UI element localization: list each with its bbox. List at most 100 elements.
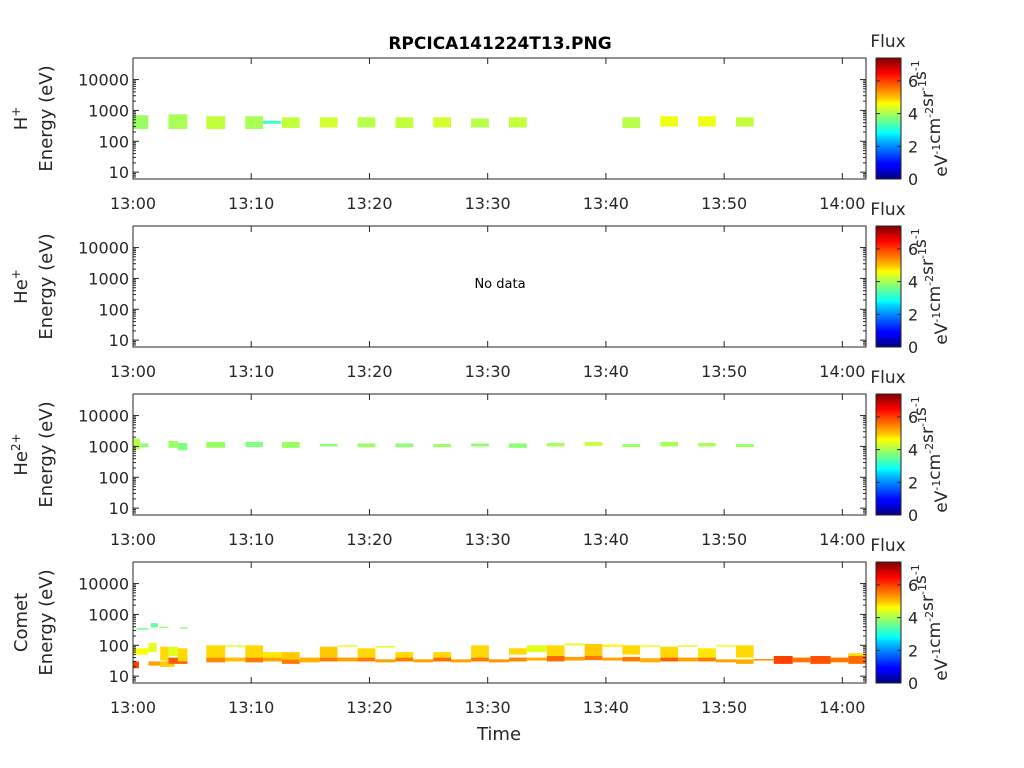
colorbar-units: eV-1cm-2sr-1s-1	[909, 228, 952, 345]
y-tick-label: 10000	[78, 71, 129, 90]
x-tick-label: 13:10	[228, 362, 274, 381]
flux-cell	[177, 648, 188, 662]
flux-cell	[150, 623, 158, 628]
y-tick-label: 10	[109, 667, 129, 686]
x-tick-label: 13:30	[465, 362, 511, 381]
y-axis-label: Energy (eV)	[36, 65, 57, 171]
flux-cell	[584, 441, 603, 446]
x-tick-label: 13:50	[701, 530, 747, 549]
flux-cell	[263, 657, 282, 662]
flux-cell	[830, 657, 849, 663]
flux-cell	[357, 648, 376, 658]
flux-cell	[508, 443, 527, 448]
flux-cell	[602, 644, 623, 647]
flux-cell	[471, 443, 489, 447]
x-tick-label: 13:10	[228, 530, 274, 549]
flux-cell	[584, 644, 603, 656]
flux-cell	[660, 657, 679, 662]
x-tick-label: 13:20	[346, 362, 392, 381]
y-tick-label: 10	[109, 331, 129, 350]
flux-cell	[395, 657, 414, 662]
flux-cell	[281, 652, 300, 660]
flux-cell	[546, 645, 565, 656]
flux-cell	[735, 659, 754, 664]
flux-cell	[319, 443, 338, 447]
x-tick-label: 13:30	[465, 194, 511, 213]
x-tick-label: 13:00	[110, 194, 156, 213]
flux-cell	[245, 657, 264, 663]
flux-cell	[136, 628, 149, 630]
flux-cell	[508, 657, 527, 662]
x-tick-label: 13:20	[346, 698, 392, 717]
flux-cell	[148, 661, 169, 666]
flux-cell	[564, 656, 585, 661]
colorbar-tick-label: 4	[908, 609, 918, 628]
flux-cell	[660, 116, 679, 127]
flux-cell	[319, 117, 338, 128]
y-tick-label: 100	[98, 636, 129, 655]
flux-cell	[433, 657, 452, 662]
species-label: Comet	[11, 593, 32, 652]
flux-cell	[735, 645, 754, 658]
flux-cell	[508, 648, 527, 655]
colorbar	[875, 57, 902, 180]
colorbar-tick-label: 4	[908, 441, 918, 460]
flux-cell	[168, 646, 178, 656]
flux-cell	[715, 659, 736, 663]
x-tick-label: 13:30	[465, 698, 511, 717]
x-tick-label: 13:00	[110, 362, 156, 381]
flux-cell	[206, 116, 226, 130]
x-tick-label: 14:00	[819, 362, 865, 381]
colorbar	[875, 225, 902, 348]
flux-cell	[245, 441, 264, 448]
flux-cell	[526, 645, 547, 653]
flux-cell	[433, 652, 452, 658]
flux-cell	[678, 657, 699, 662]
flux-cell	[395, 652, 414, 658]
colorbar-title: Flux	[870, 32, 905, 52]
flux-cell	[471, 657, 489, 662]
flux-cell	[622, 443, 641, 448]
colorbar-tick-label: 6	[908, 576, 918, 595]
flux-cell	[133, 661, 139, 669]
no-data-note: No data	[474, 277, 525, 292]
x-tick-label: 13:20	[346, 194, 392, 213]
colorbar-tick-label: 2	[908, 137, 918, 156]
flux-cell	[133, 115, 149, 130]
flux-cell	[678, 645, 699, 647]
flux-cell	[773, 655, 793, 664]
flux-cell	[698, 648, 716, 658]
flux-cell	[564, 643, 585, 646]
flux-cell	[375, 645, 396, 648]
flux-cell	[225, 645, 246, 647]
colorbar-title: Flux	[870, 368, 905, 388]
plot-frame	[132, 561, 867, 684]
y-tick-label: 10000	[78, 407, 129, 426]
species-label: H+	[9, 107, 32, 131]
y-tick-label: 10000	[78, 575, 129, 594]
colorbar-tick-label: 4	[908, 105, 918, 124]
flux-cell	[546, 655, 565, 662]
panel-he-plus: 10 100 1000 10000 13:00 13:10 13:20 13:30 13:40 1…	[9, 200, 952, 381]
flux-cell	[180, 627, 188, 629]
x-tick-label: 14:00	[819, 698, 865, 717]
flux-cell	[526, 657, 547, 661]
flux-cell	[433, 443, 452, 448]
x-tick-label: 13:00	[110, 530, 156, 549]
flux-cell	[168, 114, 188, 130]
y-tick-label: 1000	[88, 437, 129, 456]
x-tick-label: 14:00	[819, 194, 865, 213]
flux-cell	[148, 642, 157, 653]
x-tick-label: 14:00	[819, 530, 865, 549]
colorbar-tick-label: 2	[908, 641, 918, 660]
y-tick-label: 10	[109, 163, 129, 182]
chart-title: RPCICA141224T13.PNG	[388, 34, 611, 54]
species-label: He2+	[9, 433, 32, 475]
flux-cell	[140, 443, 149, 448]
colorbar	[875, 393, 902, 516]
flux-cell	[622, 645, 641, 655]
flux-cell	[602, 657, 623, 661]
flux-cell	[337, 657, 358, 662]
flux-cell	[245, 645, 264, 658]
flux-cell	[698, 116, 716, 127]
